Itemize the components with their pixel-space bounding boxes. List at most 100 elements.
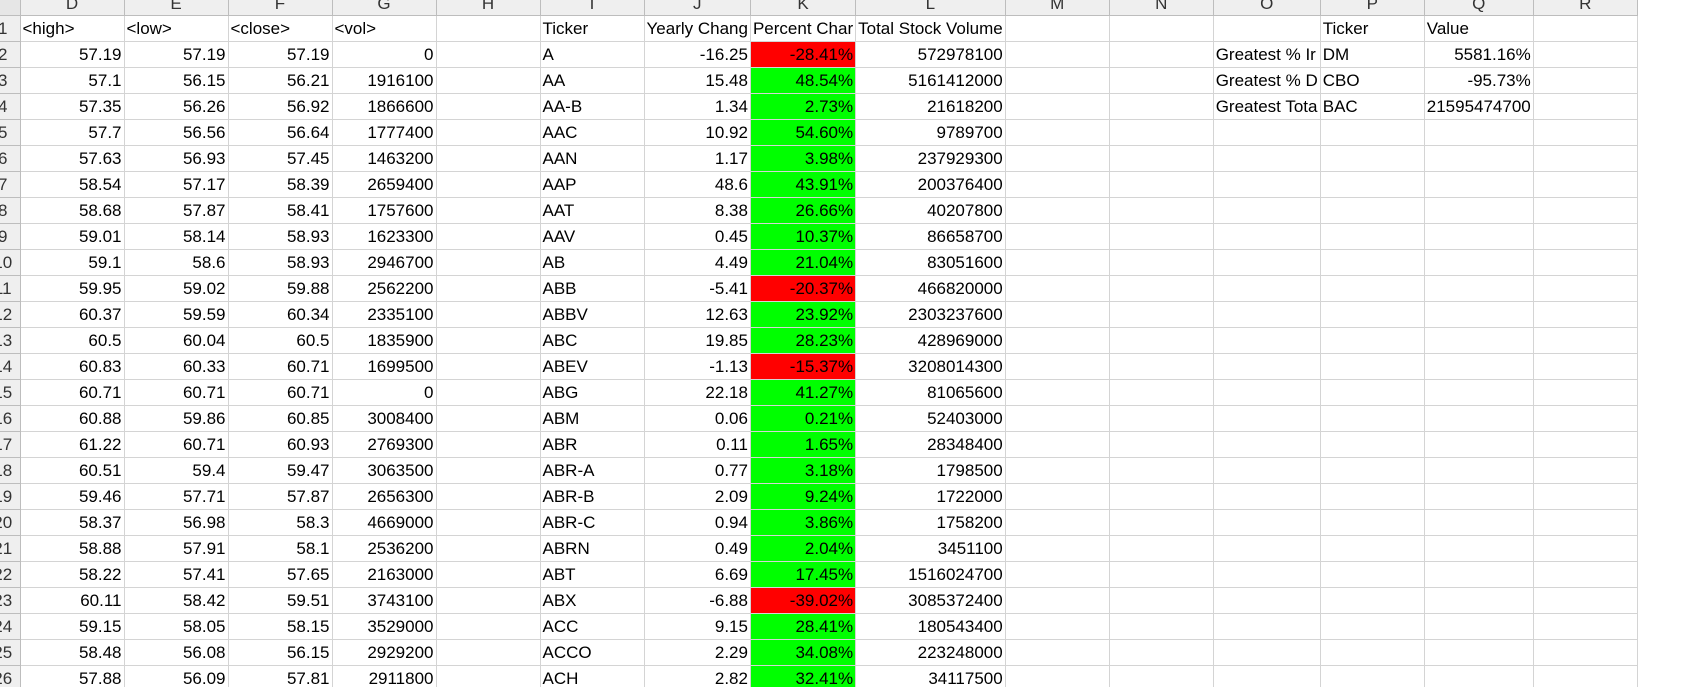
- cell-k[interactable]: 41.27%: [750, 379, 857, 406]
- cell-h[interactable]: [436, 665, 541, 687]
- column-header-k[interactable]: K: [750, 0, 857, 16]
- cell-h[interactable]: [436, 223, 541, 250]
- cell-n[interactable]: [1109, 67, 1214, 94]
- cell-m[interactable]: [1005, 93, 1110, 120]
- cell-n[interactable]: [1109, 327, 1214, 354]
- cell-g[interactable]: 2911800: [332, 665, 437, 687]
- cell-d[interactable]: 59.15: [20, 613, 125, 640]
- column-header-n[interactable]: N: [1109, 0, 1214, 16]
- cell-m[interactable]: [1005, 587, 1110, 614]
- cell-h[interactable]: [436, 587, 541, 614]
- cell-e[interactable]: 56.15: [124, 67, 229, 94]
- row-header[interactable]: 5: [0, 119, 21, 146]
- cell-q[interactable]: [1424, 353, 1534, 380]
- cell-e[interactable]: 57.91: [124, 535, 229, 562]
- cell-k[interactable]: -39.02%: [750, 587, 857, 614]
- cell-d[interactable]: 57.1: [20, 67, 125, 94]
- column-header-p[interactable]: P: [1320, 0, 1425, 16]
- cell-i[interactable]: ABBV: [540, 301, 645, 328]
- cell-d[interactable]: 59.46: [20, 483, 125, 510]
- cell-o[interactable]: [1213, 431, 1321, 458]
- cell-q[interactable]: [1424, 275, 1534, 302]
- cell-k[interactable]: -20.37%: [750, 275, 857, 302]
- cell-l[interactable]: 572978100: [855, 41, 1006, 68]
- cell-k[interactable]: 48.54%: [750, 67, 857, 94]
- cell-l[interactable]: 28348400: [855, 431, 1006, 458]
- cell-m[interactable]: [1005, 431, 1110, 458]
- cell-l[interactable]: 200376400: [855, 171, 1006, 198]
- cell-h[interactable]: [436, 249, 541, 276]
- cell-j[interactable]: 1.17: [644, 145, 751, 172]
- cell-q[interactable]: [1424, 483, 1534, 510]
- cell-e[interactable]: 56.08: [124, 639, 229, 666]
- cell-q[interactable]: [1424, 587, 1534, 614]
- cell-l[interactable]: 83051600: [855, 249, 1006, 276]
- cell-k[interactable]: -15.37%: [750, 353, 857, 380]
- cell-l[interactable]: 1758200: [855, 509, 1006, 536]
- cell-header-p1[interactable]: Ticker: [1320, 15, 1425, 42]
- cell-header-m1[interactable]: [1005, 15, 1110, 42]
- column-header-i[interactable]: I: [540, 0, 645, 16]
- cell-m[interactable]: [1005, 119, 1110, 146]
- cell-d[interactable]: 60.11: [20, 587, 125, 614]
- cell-q[interactable]: [1424, 405, 1534, 432]
- cell-m[interactable]: [1005, 353, 1110, 380]
- cell-n[interactable]: [1109, 561, 1214, 588]
- cell-r[interactable]: [1533, 587, 1638, 614]
- cell-h[interactable]: [436, 639, 541, 666]
- cell-n[interactable]: [1109, 535, 1214, 562]
- cell-n[interactable]: [1109, 119, 1214, 146]
- cell-i[interactable]: AB: [540, 249, 645, 276]
- cell-q[interactable]: [1424, 535, 1534, 562]
- cell-h[interactable]: [436, 613, 541, 640]
- cell-g[interactable]: 2163000: [332, 561, 437, 588]
- cell-m[interactable]: [1005, 379, 1110, 406]
- cell-r[interactable]: [1533, 67, 1638, 94]
- cell-d[interactable]: 60.5: [20, 327, 125, 354]
- cell-o[interactable]: [1213, 353, 1321, 380]
- cell-r[interactable]: [1533, 379, 1638, 406]
- cell-o[interactable]: [1213, 223, 1321, 250]
- cell-p[interactable]: [1320, 561, 1425, 588]
- cell-l[interactable]: 1722000: [855, 483, 1006, 510]
- cell-n[interactable]: [1109, 249, 1214, 276]
- cell-n[interactable]: [1109, 587, 1214, 614]
- cell-o[interactable]: [1213, 639, 1321, 666]
- cell-m[interactable]: [1005, 275, 1110, 302]
- cell-p[interactable]: [1320, 223, 1425, 250]
- cell-q[interactable]: [1424, 249, 1534, 276]
- cell-n[interactable]: [1109, 483, 1214, 510]
- row-header[interactable]: 25: [0, 639, 21, 666]
- cell-o[interactable]: [1213, 249, 1321, 276]
- cell-header-q1[interactable]: Value: [1424, 15, 1534, 42]
- cell-d[interactable]: 58.54: [20, 171, 125, 198]
- cell-m[interactable]: [1005, 197, 1110, 224]
- cell-r[interactable]: [1533, 171, 1638, 198]
- cell-q[interactable]: [1424, 561, 1534, 588]
- row-header[interactable]: 23: [0, 587, 21, 614]
- cell-h[interactable]: [436, 119, 541, 146]
- cell-g[interactable]: 2335100: [332, 301, 437, 328]
- cell-o[interactable]: [1213, 171, 1321, 198]
- cell-m[interactable]: [1005, 249, 1110, 276]
- cell-f[interactable]: 57.81: [228, 665, 333, 687]
- cell-f[interactable]: 58.41: [228, 197, 333, 224]
- cell-p[interactable]: [1320, 353, 1425, 380]
- cell-o[interactable]: [1213, 197, 1321, 224]
- cell-f[interactable]: 58.1: [228, 535, 333, 562]
- column-header-r[interactable]: R: [1533, 0, 1638, 16]
- cell-p[interactable]: [1320, 665, 1425, 687]
- cell-f[interactable]: 57.45: [228, 145, 333, 172]
- cell-r[interactable]: [1533, 275, 1638, 302]
- row-header[interactable]: 12: [0, 301, 21, 328]
- cell-f[interactable]: 57.87: [228, 483, 333, 510]
- cell-j[interactable]: -1.13: [644, 353, 751, 380]
- cell-j[interactable]: 0.11: [644, 431, 751, 458]
- cell-k[interactable]: -28.41%: [750, 41, 857, 68]
- cell-r[interactable]: [1533, 613, 1638, 640]
- cell-r[interactable]: [1533, 93, 1638, 120]
- cell-r[interactable]: [1533, 197, 1638, 224]
- cell-p[interactable]: [1320, 145, 1425, 172]
- cell-n[interactable]: [1109, 197, 1214, 224]
- cell-d[interactable]: 58.68: [20, 197, 125, 224]
